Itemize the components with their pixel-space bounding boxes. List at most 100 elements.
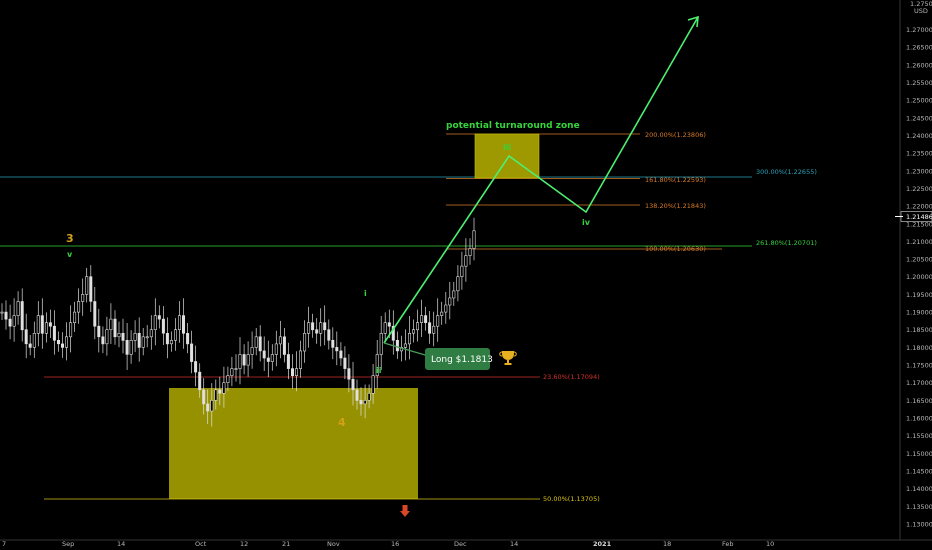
time-axis[interactable]: 7 Sep 14 Oct 12 21 Nov 16 Dec 14 2021 18…: [0, 539, 932, 548]
wave-3-label: 3: [66, 232, 74, 245]
candle-body: [117, 332, 121, 338]
candle-body: [121, 332, 125, 341]
candle-body: [4, 311, 8, 320]
candle-body: [242, 354, 246, 366]
price-tick-label: 1.13000: [906, 521, 932, 529]
candle-body: [178, 315, 182, 331]
price-tick-label: 1.20000: [906, 273, 932, 281]
candle-body: [0, 311, 4, 314]
current-price-marker: 1.21486: [895, 211, 932, 222]
candle-body: [190, 343, 194, 362]
price-tick-label: 1.13500: [906, 503, 932, 511]
candle-body: [282, 336, 286, 355]
price-tick-label: 1.23000: [906, 167, 932, 175]
candle-body: [258, 336, 262, 352]
candle-body: [298, 350, 302, 369]
candle-body: [109, 318, 113, 331]
candle-body: [133, 332, 137, 341]
candle-body: [375, 354, 379, 377]
candle-body: [395, 339, 399, 352]
candle-body: [141, 336, 145, 348]
candle-body: [40, 315, 44, 334]
candle-body: [254, 336, 258, 348]
candle-body: [436, 315, 440, 327]
candle-body: [456, 276, 460, 292]
candle-body: [415, 322, 419, 331]
candle-body: [331, 339, 335, 348]
candle-body: [28, 343, 32, 348]
candle-body: [262, 350, 266, 359]
candle-body: [145, 336, 149, 339]
price-tick-label: 1.17000: [906, 379, 932, 387]
candle-body: [24, 329, 28, 345]
candle-body: [440, 311, 444, 316]
candle-body: [48, 322, 52, 327]
candle-body: [311, 322, 315, 331]
candle-body: [186, 332, 190, 345]
candle-body: [93, 301, 97, 327]
wave-4-label: 4: [338, 416, 346, 429]
candle-body: [149, 329, 153, 338]
price-tick-label: 1.19000: [906, 309, 932, 317]
price-tick-label: 1.19500: [906, 291, 932, 299]
candle-body: [194, 361, 198, 373]
fib-label-261: 261.80%(1.20701): [756, 239, 817, 247]
candle-body: [174, 329, 178, 341]
candle-body: [8, 318, 12, 327]
long-entry-box[interactable]: [425, 348, 490, 370]
projection-path[interactable]: [383, 16, 699, 344]
price-tick-label: 1.23500: [906, 150, 932, 158]
candle-body: [428, 322, 432, 334]
candle-body: [125, 339, 129, 355]
candle-body: [214, 389, 218, 401]
candle-body: [246, 354, 250, 366]
price-tick-label: 1.24500: [906, 114, 932, 122]
candle-body: [464, 255, 468, 267]
candle-body: [367, 392, 371, 401]
candle-body: [339, 350, 343, 359]
candle-body: [182, 315, 186, 334]
candle-body: [432, 325, 436, 334]
candle-body: [77, 301, 81, 313]
candle-body: [323, 322, 327, 331]
candle-body: [12, 315, 16, 327]
candle-body: [303, 332, 307, 352]
candle-body: [44, 322, 48, 334]
candle-body: [81, 294, 85, 302]
fib-label-100: 100.00%(1.20630): [645, 245, 706, 253]
long-callout-pointer: [383, 342, 433, 358]
candle-body: [210, 400, 214, 412]
candle-body: [274, 343, 278, 355]
candle-body: [20, 301, 24, 331]
candle-body: [379, 332, 383, 355]
time-label: 18: [663, 540, 671, 548]
candle-body: [407, 332, 411, 345]
price-tick-label: 1.24000: [906, 132, 932, 140]
candle-body: [198, 371, 202, 391]
candle-body: [137, 332, 141, 348]
price-tick-label: 1.17500: [906, 362, 932, 370]
fib-levels: 200.00%(1.23806) 300.00%(1.22655) 161.80…: [0, 131, 817, 503]
candle-body: [56, 339, 60, 345]
candle-body: [387, 322, 391, 327]
candle-body: [460, 265, 464, 278]
time-label: Nov: [327, 540, 340, 548]
candle-body: [383, 322, 387, 334]
candle-body: [230, 368, 234, 377]
candle-body: [97, 325, 101, 338]
candle-body: [424, 315, 428, 324]
time-label: 2021: [593, 540, 612, 548]
price-axis[interactable]: 1.27500 USD 1.27000 1.26500 1.26000 1.25500…: [895, 0, 932, 540]
candle-body: [411, 329, 415, 334]
candle-body: [371, 375, 375, 394]
candle-body: [347, 368, 351, 380]
candle-body: [403, 343, 407, 348]
candle-body: [161, 318, 165, 334]
long-entry-label: Long $1.1813: [431, 355, 493, 365]
price-tick-label: 1.18000: [906, 344, 932, 352]
price-tick-label: 1.14000: [906, 485, 932, 493]
candle-body: [157, 315, 161, 320]
fib-label-200: 200.00%(1.23806): [645, 131, 706, 139]
